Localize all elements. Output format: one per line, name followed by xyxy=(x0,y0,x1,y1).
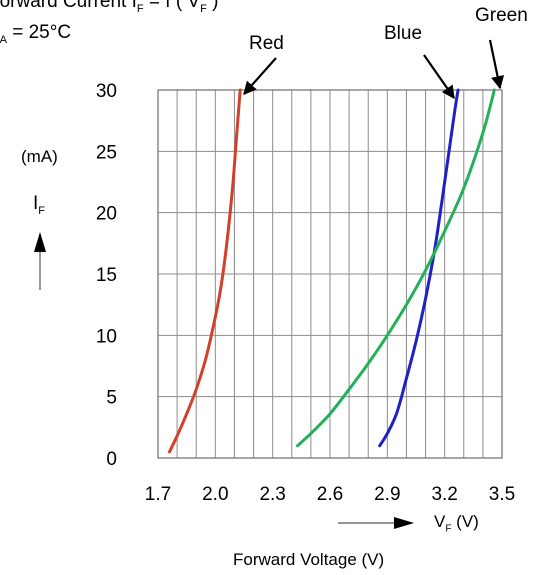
x-tick-label: 2.9 xyxy=(374,484,400,505)
y-tick-label: 20 xyxy=(96,204,117,225)
blue-series-label: Blue xyxy=(384,23,423,44)
x-tick-label: 2.0 xyxy=(202,484,228,505)
chart-title: Forward Current IF = f ( VF ) xyxy=(0,0,219,15)
x-axis-symbol: VF (V) xyxy=(434,512,479,535)
green-series-label: Green xyxy=(475,5,528,26)
tick-labels: 1.7 2.0 2.3 2.6 2.9 3.2 3.5 0 5 10 15 20 25 30 xyxy=(96,81,515,505)
x-axis-arrowhead xyxy=(394,517,414,529)
blue-pointer-arrow xyxy=(423,54,455,100)
y-tick-label: 5 xyxy=(106,388,117,409)
series-line-blue xyxy=(378,88,460,448)
series-line-red xyxy=(167,88,242,454)
x-tick-label: 3.2 xyxy=(431,484,457,505)
x-tick-label: 1.7 xyxy=(145,484,171,505)
red-series-label: Red xyxy=(249,33,284,54)
annotation-arrows xyxy=(34,39,505,529)
y-axis-unit: (mA) xyxy=(21,147,58,166)
plot-frame xyxy=(157,89,503,459)
series-line-green xyxy=(296,88,496,448)
y-tick-label: 25 xyxy=(96,142,117,163)
ambient-temperature-label: TA = 25°C xyxy=(0,22,72,46)
green-pointer-arrow xyxy=(488,39,505,90)
x-tick-label: 2.6 xyxy=(317,484,343,505)
y-axis-symbol: IF xyxy=(33,193,46,217)
y-axis-arrowhead xyxy=(34,232,46,252)
series-lines xyxy=(167,88,496,454)
x-tick-label: 2.3 xyxy=(259,484,285,505)
plot-border xyxy=(157,89,503,459)
red-pointer-arrow xyxy=(243,57,277,95)
y-tick-label: 0 xyxy=(106,449,117,470)
y-tick-label: 30 xyxy=(96,81,117,102)
x-axis-title: Forward Voltage (V) xyxy=(233,550,385,569)
y-tick-label: 15 xyxy=(96,265,117,286)
y-tick-label: 10 xyxy=(96,326,117,347)
x-tick-label: 3.5 xyxy=(489,484,515,505)
